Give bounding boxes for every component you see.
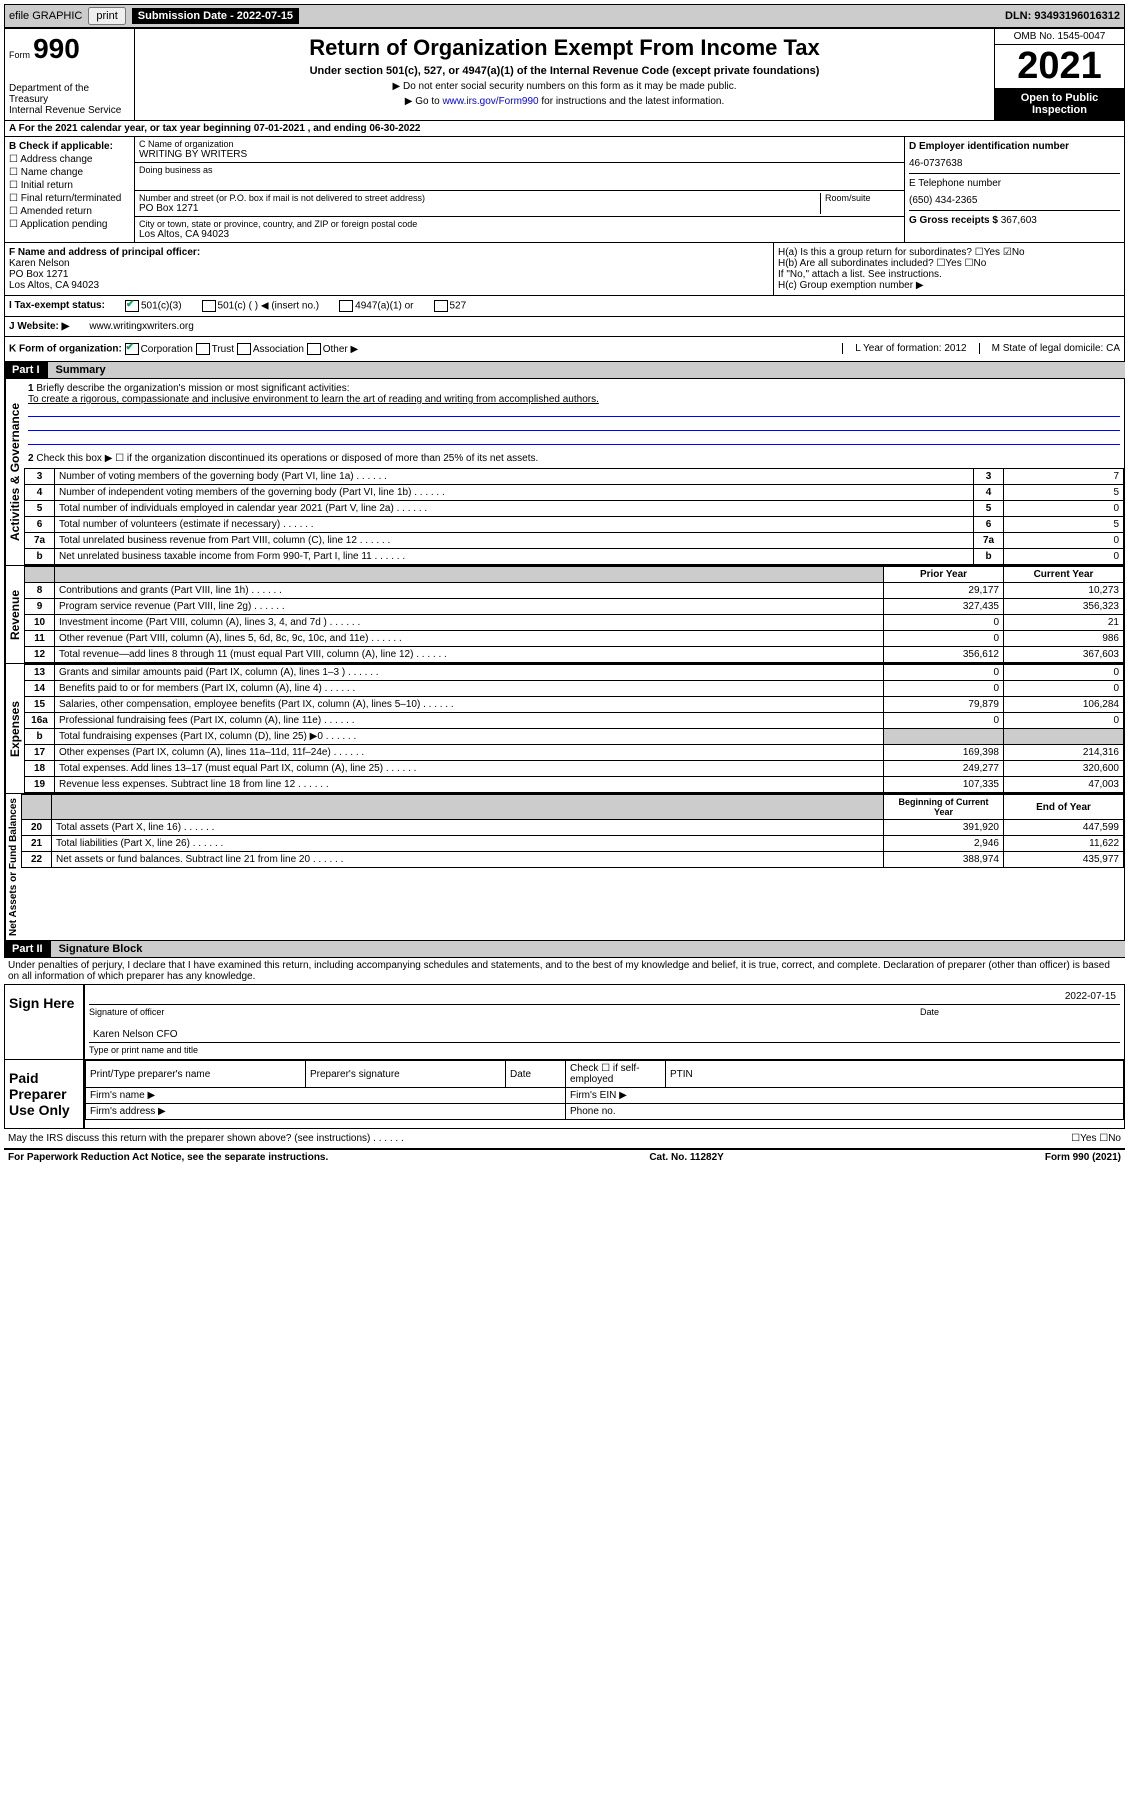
tax-year: 2021 bbox=[995, 45, 1124, 88]
officer-sig-name: Karen Nelson CFO bbox=[93, 1029, 177, 1040]
section-j: J Website: ▶ www.writingxwriters.org bbox=[4, 317, 1125, 337]
org-address: PO Box 1271 bbox=[139, 203, 820, 214]
form-number: 990 bbox=[33, 33, 80, 64]
check-initial[interactable]: ☐ Initial return bbox=[9, 180, 130, 191]
submission-date: Submission Date - 2022-07-15 bbox=[132, 8, 299, 24]
note-2: ▶ Go to www.irs.gov/Form990 for instruct… bbox=[141, 96, 988, 107]
section-a: B Check if applicable: ☐ Address change … bbox=[4, 137, 1125, 243]
main-title: Return of Organization Exempt From Incom… bbox=[141, 35, 988, 61]
inspection-label: Open to Public Inspection bbox=[995, 88, 1124, 120]
opt-4947[interactable]: 4947(a)(1) or bbox=[339, 300, 413, 312]
part1-title: Summary bbox=[48, 362, 1125, 378]
dept-label: Department of the Treasury Internal Reve… bbox=[9, 83, 130, 116]
section-k: K Form of organization: Corporation Trus… bbox=[4, 337, 1125, 362]
opt-527[interactable]: 527 bbox=[434, 300, 467, 312]
opt-trust[interactable]: Trust bbox=[196, 344, 234, 355]
opt-501c[interactable]: 501(c) ( ) ◀ (insert no.) bbox=[202, 300, 320, 312]
expenses-label: Expenses bbox=[5, 664, 24, 793]
dln-label: DLN: 93493196016312 bbox=[1005, 10, 1120, 22]
check-final[interactable]: ☐ Final return/terminated bbox=[9, 193, 130, 204]
ein-value: 46-0737638 bbox=[909, 158, 1120, 169]
opt-assoc[interactable]: Association bbox=[237, 344, 304, 355]
section-i: I Tax-exempt status: 501(c)(3) 501(c) ( … bbox=[4, 296, 1125, 317]
org-name: WRITING BY WRITERS bbox=[139, 149, 900, 160]
ha-yes[interactable]: ☐Yes bbox=[975, 247, 1000, 258]
org-city: Los Altos, CA 94023 bbox=[139, 229, 900, 240]
governance-label: Activities & Governance bbox=[5, 379, 24, 565]
note-1: ▶ Do not enter social security numbers o… bbox=[141, 81, 988, 92]
tax-year-row: A For the 2021 calendar year, or tax yea… bbox=[4, 121, 1125, 137]
discuss-no[interactable]: ☐No bbox=[1099, 1133, 1121, 1144]
opt-corp[interactable]: Corporation bbox=[125, 344, 193, 355]
phone-value: (650) 434-2365 bbox=[909, 195, 1120, 206]
gross-receipts: 367,603 bbox=[1001, 215, 1037, 226]
sign-here-label: Sign Here bbox=[5, 985, 85, 1059]
check-amended[interactable]: ☐ Amended return bbox=[9, 206, 130, 217]
form-label: Form bbox=[9, 50, 30, 60]
discuss-yes[interactable]: ☐Yes bbox=[1071, 1133, 1096, 1144]
cat-no: Cat. No. 11282Y bbox=[649, 1152, 723, 1163]
efile-label: efile GRAPHIC bbox=[9, 10, 82, 22]
paperwork-notice: For Paperwork Reduction Act Notice, see … bbox=[8, 1152, 328, 1163]
mission-text: To create a rigorous, compassionate and … bbox=[28, 394, 599, 405]
hb-no[interactable]: ☐No bbox=[965, 258, 987, 269]
print-button[interactable]: print bbox=[88, 7, 125, 25]
ha-no[interactable]: ☑No bbox=[1003, 247, 1025, 258]
declaration: Under penalties of perjury, I declare th… bbox=[4, 958, 1125, 984]
revenue-label: Revenue bbox=[5, 566, 24, 663]
part1-header: Part I bbox=[4, 362, 48, 378]
omb-label: OMB No. 1545-0047 bbox=[995, 29, 1124, 45]
topbar: efile GRAPHIC print Submission Date - 20… bbox=[4, 4, 1125, 28]
form-header: Form 990 Department of the Treasury Inte… bbox=[4, 28, 1125, 121]
section-b: B Check if applicable: ☐ Address change … bbox=[5, 137, 135, 242]
subtitle: Under section 501(c), 527, or 4947(a)(1)… bbox=[141, 65, 988, 77]
part2-header: Part II bbox=[4, 941, 51, 957]
check-pending[interactable]: ☐ Application pending bbox=[9, 219, 130, 230]
check-name[interactable]: ☐ Name change bbox=[9, 167, 130, 178]
sign-date: 2022-07-15 bbox=[1065, 991, 1116, 1002]
officer-name: Karen Nelson bbox=[9, 258, 769, 269]
website-link[interactable]: www.writingxwriters.org bbox=[89, 321, 193, 332]
opt-other[interactable]: Other ▶ bbox=[307, 344, 358, 355]
hb-yes[interactable]: ☐Yes bbox=[936, 258, 961, 269]
irs-link[interactable]: www.irs.gov/Form990 bbox=[442, 96, 538, 107]
assets-label: Net Assets or Fund Balances bbox=[5, 794, 21, 940]
check-address[interactable]: ☐ Address change bbox=[9, 154, 130, 165]
part2-title: Signature Block bbox=[51, 941, 1125, 957]
opt-501c3[interactable]: 501(c)(3) bbox=[125, 300, 182, 312]
preparer-label: Paid Preparer Use Only bbox=[5, 1060, 85, 1128]
form-footer: Form 990 (2021) bbox=[1045, 1152, 1121, 1163]
